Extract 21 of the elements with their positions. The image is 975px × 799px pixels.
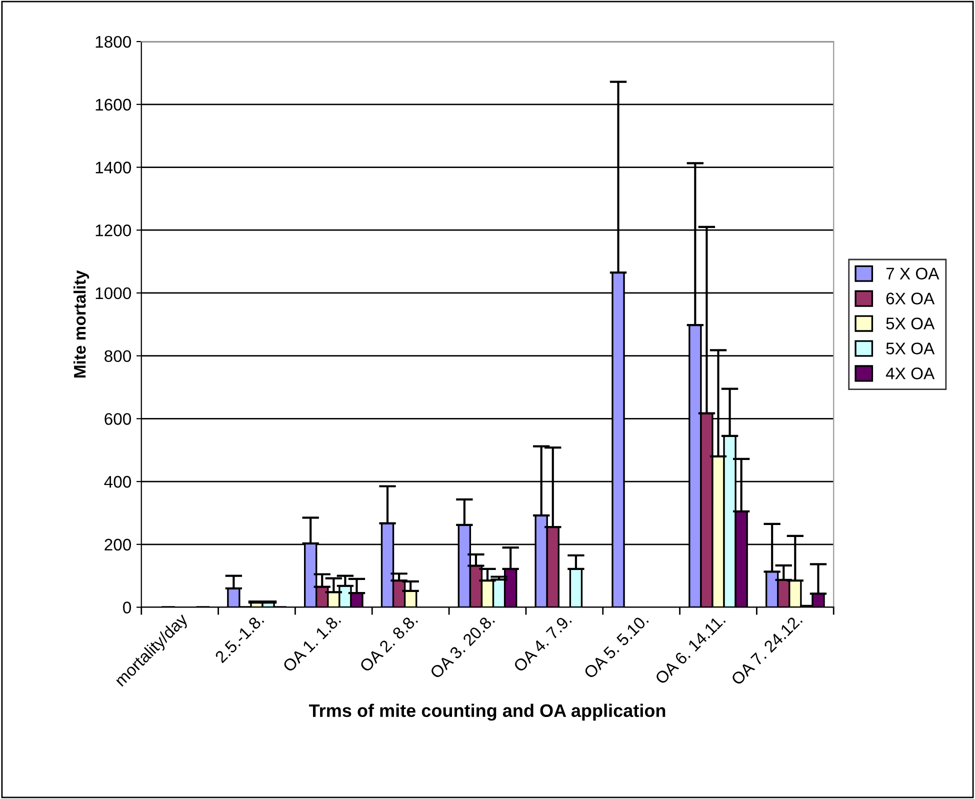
legend-label: 7 X OA — [886, 268, 940, 280]
x-tick-label: OA 2. 8.8. — [359, 613, 418, 673]
legend-label: 5X OA — [886, 318, 935, 330]
y-tick-label: 800 — [104, 350, 132, 362]
x-tick-label: OA 5. 5.10. — [583, 613, 649, 680]
y-tick-label: 1200 — [96, 224, 132, 236]
y-tick-label: 600 — [104, 413, 132, 425]
y-tick-label: 1000 — [96, 287, 132, 300]
y-tick-label: 200 — [104, 538, 132, 551]
legend-label: 5X OA — [886, 342, 935, 354]
y-tick-label: 1800 — [96, 36, 132, 48]
y-tick-label: 400 — [104, 476, 132, 488]
x-tick-label: OA 4. 7.9. — [512, 613, 572, 673]
y-tick-label: 1400 — [96, 162, 132, 174]
y-tick-label: 0 — [123, 602, 131, 614]
legend-label: 6X OA — [886, 292, 935, 304]
y-axis-title: Mite mortality — [73, 270, 90, 378]
x-axis-title: Trms of mite counting and OA application — [308, 704, 666, 721]
x-tick-label: OA 1. 1.8. — [282, 613, 342, 673]
y-tick-label: 1600 — [96, 98, 132, 111]
legend-label: 4X OA — [886, 368, 935, 380]
